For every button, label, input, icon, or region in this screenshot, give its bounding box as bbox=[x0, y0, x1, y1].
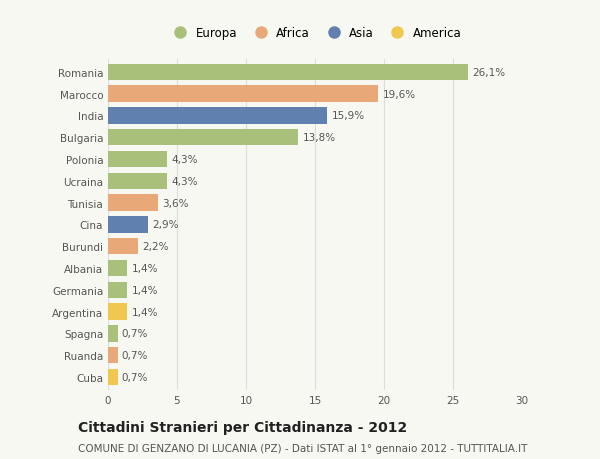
Bar bbox=[108, 260, 127, 276]
Text: 4,3%: 4,3% bbox=[172, 155, 198, 165]
Bar bbox=[108, 369, 118, 385]
Text: 1,4%: 1,4% bbox=[131, 285, 158, 295]
Text: 15,9%: 15,9% bbox=[332, 111, 365, 121]
Text: 3,6%: 3,6% bbox=[162, 198, 188, 208]
Text: 19,6%: 19,6% bbox=[383, 90, 416, 100]
Bar bbox=[108, 86, 379, 103]
Bar bbox=[108, 217, 148, 233]
Bar bbox=[108, 282, 127, 298]
Text: 0,7%: 0,7% bbox=[122, 372, 148, 382]
Bar bbox=[108, 108, 328, 124]
Bar bbox=[108, 195, 158, 211]
Text: 2,9%: 2,9% bbox=[152, 220, 179, 230]
Text: 13,8%: 13,8% bbox=[302, 133, 336, 143]
Text: 0,7%: 0,7% bbox=[122, 350, 148, 360]
Bar bbox=[108, 347, 118, 364]
Text: 0,7%: 0,7% bbox=[122, 329, 148, 339]
Bar bbox=[108, 304, 127, 320]
Text: 4,3%: 4,3% bbox=[172, 176, 198, 186]
Bar bbox=[108, 151, 167, 168]
Bar bbox=[108, 174, 167, 190]
Legend: Europa, Africa, Asia, America: Europa, Africa, Asia, America bbox=[164, 22, 466, 45]
Bar bbox=[108, 65, 468, 81]
Bar bbox=[108, 130, 298, 146]
Text: COMUNE DI GENZANO DI LUCANIA (PZ) - Dati ISTAT al 1° gennaio 2012 - TUTTITALIA.I: COMUNE DI GENZANO DI LUCANIA (PZ) - Dati… bbox=[78, 443, 527, 453]
Text: 1,4%: 1,4% bbox=[131, 263, 158, 274]
Text: 1,4%: 1,4% bbox=[131, 307, 158, 317]
Text: 26,1%: 26,1% bbox=[472, 68, 505, 78]
Text: Cittadini Stranieri per Cittadinanza - 2012: Cittadini Stranieri per Cittadinanza - 2… bbox=[78, 420, 407, 434]
Bar bbox=[108, 239, 139, 255]
Bar bbox=[108, 325, 118, 342]
Text: 2,2%: 2,2% bbox=[143, 241, 169, 252]
